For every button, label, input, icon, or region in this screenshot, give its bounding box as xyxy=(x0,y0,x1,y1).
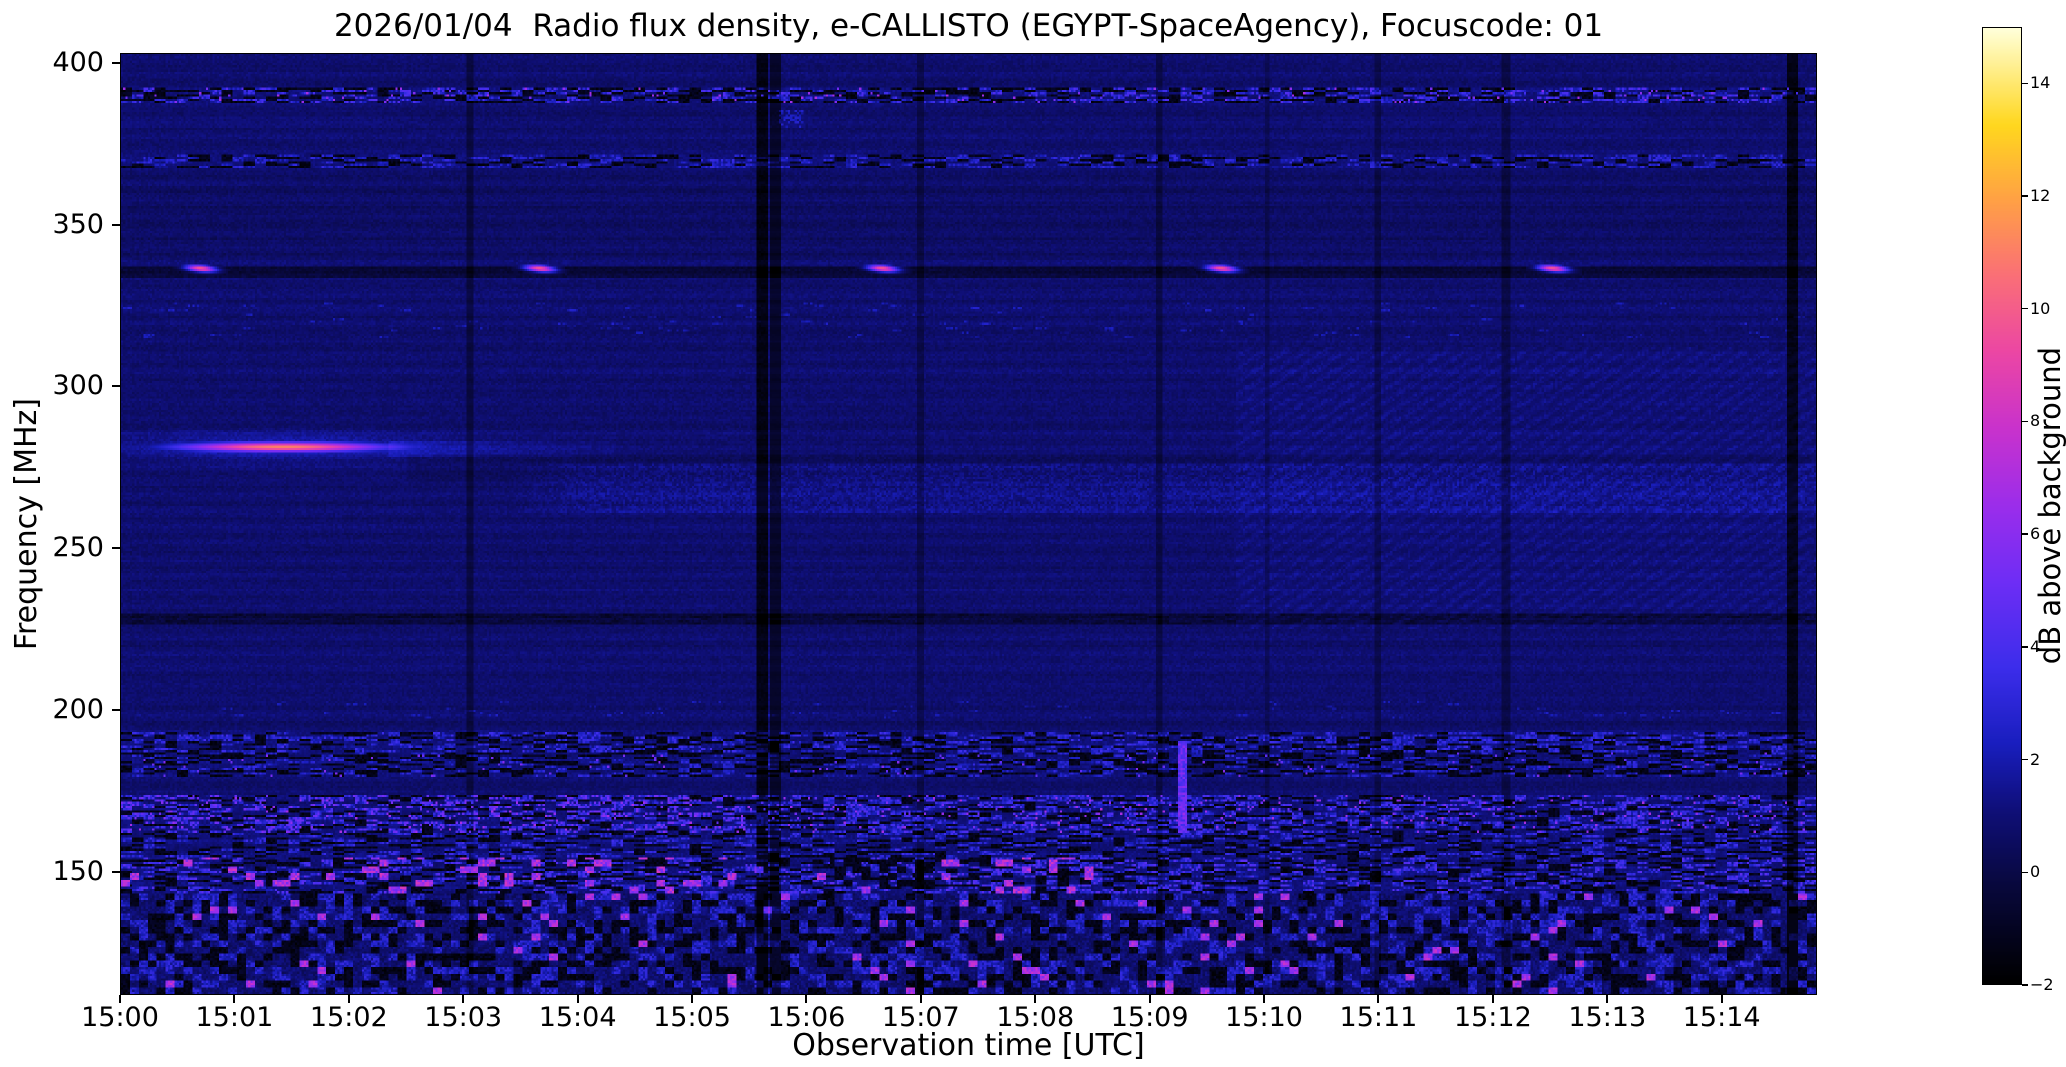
x-tick-label: 15:02 xyxy=(309,1002,388,1033)
colorbar-tick-label: 10 xyxy=(2030,298,2051,318)
y-tick-mark xyxy=(112,547,120,550)
x-tick-mark xyxy=(576,995,579,1003)
x-tick-label: 15:13 xyxy=(1568,1002,1647,1033)
x-tick-label: 15:05 xyxy=(653,1002,731,1033)
x-tick-mark xyxy=(1377,995,1380,1003)
x-tick-mark xyxy=(1034,995,1037,1003)
y-tick-label: 350 xyxy=(52,208,104,240)
x-tick-label: 15:12 xyxy=(1453,1002,1532,1033)
x-tick-mark xyxy=(805,995,808,1003)
colorbar-tick-mark xyxy=(2022,82,2028,85)
y-tick-mark xyxy=(112,709,120,712)
y-tick-label: 150 xyxy=(52,855,104,887)
colorbar-gradient xyxy=(1983,28,2021,984)
colorbar-tick-label: 0 xyxy=(2030,862,2041,882)
x-tick-label: 15:08 xyxy=(996,1002,1075,1033)
y-tick-mark xyxy=(112,870,120,873)
spectrogram-heatmap xyxy=(121,54,1816,994)
y-tick-label: 400 xyxy=(52,46,104,78)
colorbar xyxy=(1982,27,2022,985)
colorbar-tick-mark xyxy=(2022,871,2028,873)
colorbar-tick-mark xyxy=(2022,308,2028,310)
y-axis-label: Frequency [MHz] xyxy=(4,53,48,995)
colorbar-tick-mark xyxy=(2022,195,2028,197)
colorbar-tick-mark xyxy=(2022,646,2028,648)
colorbar-label-text: dB above background xyxy=(2033,347,2066,665)
y-tick-label: 200 xyxy=(52,694,104,726)
x-tick-label: 15:10 xyxy=(1225,1002,1303,1033)
colorbar-tick-mark xyxy=(2022,984,2028,986)
x-tick-label: 15:14 xyxy=(1682,1002,1761,1033)
x-tick-mark xyxy=(119,995,121,1003)
x-tick-mark xyxy=(1148,995,1151,1003)
colorbar-tick-label: 12 xyxy=(2030,186,2051,206)
y-tick-label: 300 xyxy=(52,370,104,402)
y-tick-label: 250 xyxy=(52,532,104,564)
colorbar-tick-mark xyxy=(2022,420,2028,423)
x-tick-mark xyxy=(1491,995,1494,1003)
chart-title: 2026/01/04 Radio flux density, e-CALLIST… xyxy=(333,8,1604,44)
colorbar-tick-label: 14 xyxy=(2030,73,2051,93)
x-tick-label: 15:06 xyxy=(767,1002,846,1033)
x-tick-label: 15:03 xyxy=(424,1002,503,1033)
x-tick-mark xyxy=(919,995,922,1003)
colorbar-label: dB above background xyxy=(2033,27,2066,985)
x-tick-label: 15:11 xyxy=(1339,1002,1418,1033)
y-tick-mark xyxy=(112,385,120,388)
x-tick-mark xyxy=(347,995,350,1003)
colorbar-tick-label: 4 xyxy=(2030,636,2041,656)
x-tick-label: 15:09 xyxy=(1110,1002,1189,1033)
x-axis-label: Observation time [UTC] xyxy=(792,1028,1145,1063)
y-tick-mark xyxy=(112,223,120,226)
colorbar-tick-label: 6 xyxy=(2030,524,2041,544)
y-axis-label-text: Frequency [MHz] xyxy=(8,397,44,651)
x-tick-mark xyxy=(233,995,236,1003)
plot-area xyxy=(120,53,1817,995)
x-tick-label: 15:01 xyxy=(195,1002,274,1033)
colorbar-tick-label: 2 xyxy=(2030,749,2041,769)
colorbar-tick-label: 8 xyxy=(2030,411,2041,431)
x-tick-label: 15:00 xyxy=(81,1002,159,1033)
y-tick-mark xyxy=(112,61,120,64)
colorbar-tick-mark xyxy=(2022,533,2028,535)
x-tick-label: 15:07 xyxy=(881,1002,960,1033)
x-tick-label: 15:04 xyxy=(538,1002,617,1033)
x-tick-mark xyxy=(1606,995,1609,1003)
x-tick-mark xyxy=(1263,995,1266,1003)
colorbar-tick-mark xyxy=(2022,758,2028,761)
colorbar-tick-label: −2 xyxy=(2030,975,2054,994)
x-tick-mark xyxy=(691,995,694,1003)
x-tick-mark xyxy=(1720,995,1723,1003)
x-tick-mark xyxy=(462,995,465,1003)
